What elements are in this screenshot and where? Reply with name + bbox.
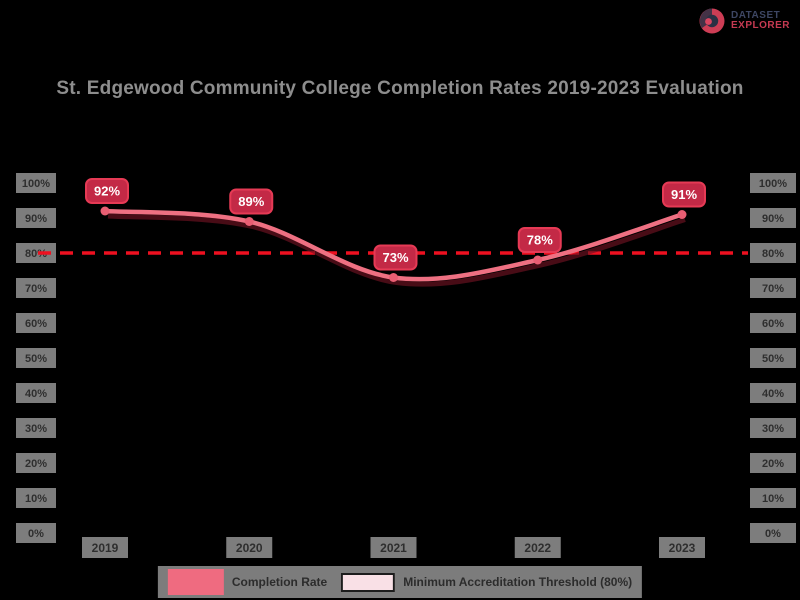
data-point-label: 73% (382, 250, 408, 265)
y-axis-tick-label-right: 90% (762, 213, 784, 225)
data-point[interactable] (244, 217, 254, 226)
y-axis-tick-label-left: 10% (25, 493, 47, 505)
data-point-label: 92% (94, 184, 120, 199)
x-axis-tick-chip (514, 537, 561, 558)
series-line-shadow (107, 213, 686, 287)
logo-icon (699, 8, 725, 34)
y-axis-tick-label-left: 50% (25, 353, 47, 365)
x-axis-tick-label: 2022 (524, 541, 551, 555)
logo-wordmark-line1: DATASET (730, 9, 781, 21)
logo-wordmark: DATASET EXPLORER (730, 9, 790, 32)
data-point-label: 89% (238, 194, 264, 209)
data-point-label: 91% (671, 187, 697, 202)
chart-legend: Completion Rate Minimum Accreditation Th… (157, 566, 643, 598)
y-axis-tick-chip-left (16, 173, 56, 193)
y-axis-tick-chip-left (16, 383, 56, 403)
x-axis-tick-label: 2023 (669, 541, 696, 555)
y-axis-tick-chip-right (750, 243, 796, 263)
y-axis-tick-label-left: 20% (25, 458, 47, 470)
data-point[interactable] (389, 273, 398, 282)
legend-swatch-benchmark (341, 572, 396, 592)
legend-label-benchmark: Minimum Accreditation Threshold (80%) (403, 575, 633, 589)
logo-wordmark-line2: EXPLORER (730, 20, 790, 31)
legend-swatch-completion-rate (167, 569, 224, 595)
y-axis-tick-chip-right (750, 383, 796, 403)
y-axis-tick-chip-left (16, 348, 56, 368)
data-point-label-box (662, 181, 706, 208)
y-axis-tick-chip-left (16, 488, 56, 508)
data-point-label-box (85, 178, 129, 204)
y-axis-tick-chip-right (750, 278, 796, 298)
x-axis-tick-label: 2019 (92, 541, 119, 555)
y-axis-tick-chip-right (750, 453, 796, 473)
x-axis-tick-chip (659, 537, 705, 558)
legend-label-completion-rate: Completion Rate (231, 575, 328, 589)
y-axis-tick-chip-left (16, 418, 56, 438)
y-axis-tick-label-right: 80% (762, 248, 784, 260)
y-axis-tick-chip-right (750, 348, 796, 368)
x-axis-tick-chip (226, 537, 273, 558)
y-axis-tick-chip-right (750, 208, 796, 228)
y-axis-tick-label-left: 80% (25, 248, 47, 260)
y-axis-tick-chip-right (750, 173, 796, 193)
y-axis-tick-chip-left (16, 523, 56, 543)
y-axis-tick-label-left: 40% (25, 388, 47, 400)
y-axis-tick-chip-right (750, 523, 796, 543)
y-axis-tick-chip-right (750, 418, 796, 438)
y-axis-tick-chip-left (16, 453, 56, 473)
y-axis-tick-label-right: 40% (762, 388, 784, 400)
y-axis-tick-label-right: 100% (759, 178, 787, 190)
y-axis-tick-chip-left (16, 243, 56, 263)
x-axis-tick-chip (82, 537, 128, 558)
y-axis-tick-chip-left (16, 278, 56, 298)
brand-logo: DATASET EXPLORER (698, 7, 790, 35)
y-axis-tick-label-right: 50% (762, 353, 784, 365)
data-point[interactable] (677, 210, 687, 219)
legend-item-completion-rate[interactable]: Completion Rate (167, 569, 328, 595)
y-axis-tick-chip-right (750, 313, 796, 333)
y-axis-tick-label-left: 30% (25, 423, 47, 435)
y-axis-tick-chip-right (750, 488, 796, 508)
y-axis-tick-label-right: 70% (762, 283, 784, 295)
y-axis-tick-label-left: 0% (28, 528, 44, 540)
y-axis-tick-label-right: 30% (762, 423, 784, 435)
y-axis-tick-label-right: 60% (762, 318, 784, 330)
chart-title: St. Edgewood Community College Completio… (56, 78, 744, 99)
legend-item-benchmark[interactable]: Minimum Accreditation Threshold (80%) (341, 572, 633, 592)
x-axis-tick-chip (370, 537, 417, 558)
data-point-label: 78% (527, 233, 553, 248)
data-point[interactable] (100, 206, 110, 216)
y-axis-tick-label-right: 10% (762, 493, 784, 505)
data-point-label-box (229, 188, 274, 215)
y-axis-tick-label-left: 70% (25, 283, 47, 295)
y-axis-tick-chip-left (16, 208, 56, 228)
x-axis-tick-label: 2021 (380, 541, 407, 555)
y-axis-tick-label-right: 20% (762, 458, 784, 470)
y-axis-tick-label-left: 90% (25, 213, 47, 225)
y-axis-tick-label-left: 60% (25, 318, 47, 330)
y-axis-tick-label-left: 100% (22, 178, 50, 190)
y-axis-tick-chip-left (16, 313, 56, 333)
data-point-label-box (517, 227, 562, 253)
y-axis-tick-label-right: 0% (765, 528, 781, 540)
x-axis-tick-label: 2020 (236, 541, 263, 555)
data-point-label-box (373, 244, 418, 271)
data-point[interactable] (533, 255, 543, 265)
